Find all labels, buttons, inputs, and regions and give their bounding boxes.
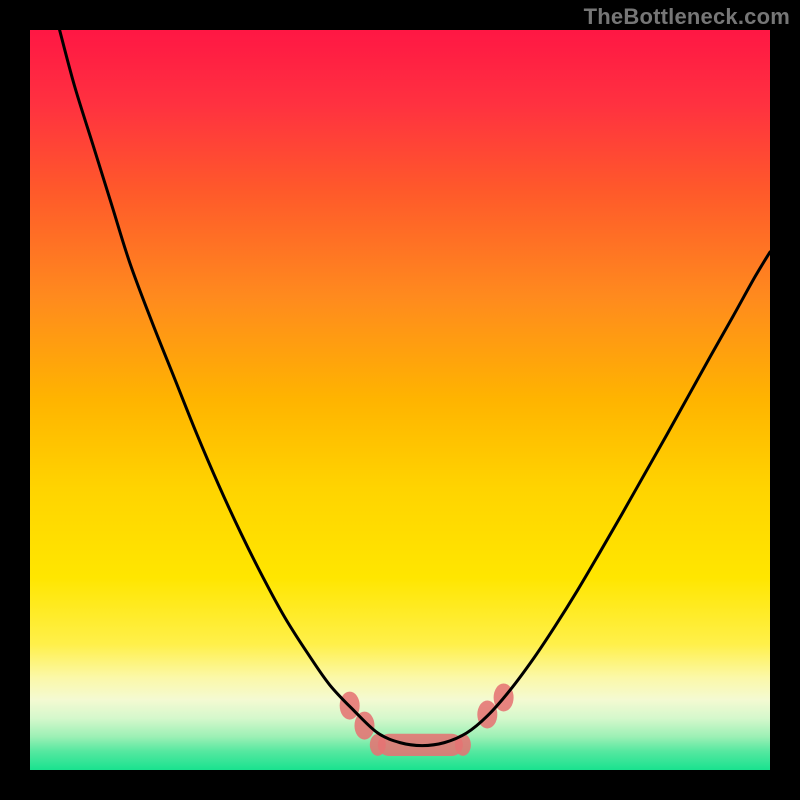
- chart-frame: TheBottleneck.com: [0, 0, 800, 800]
- gradient-background: [30, 30, 770, 770]
- chart-svg: [30, 30, 770, 770]
- watermark-text: TheBottleneck.com: [584, 4, 790, 30]
- plot-area: [30, 30, 770, 770]
